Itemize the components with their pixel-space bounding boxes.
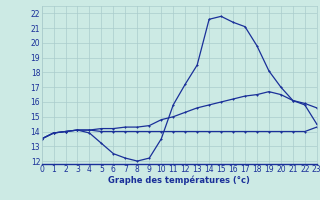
- X-axis label: Graphe des températures (°c): Graphe des températures (°c): [108, 176, 250, 185]
